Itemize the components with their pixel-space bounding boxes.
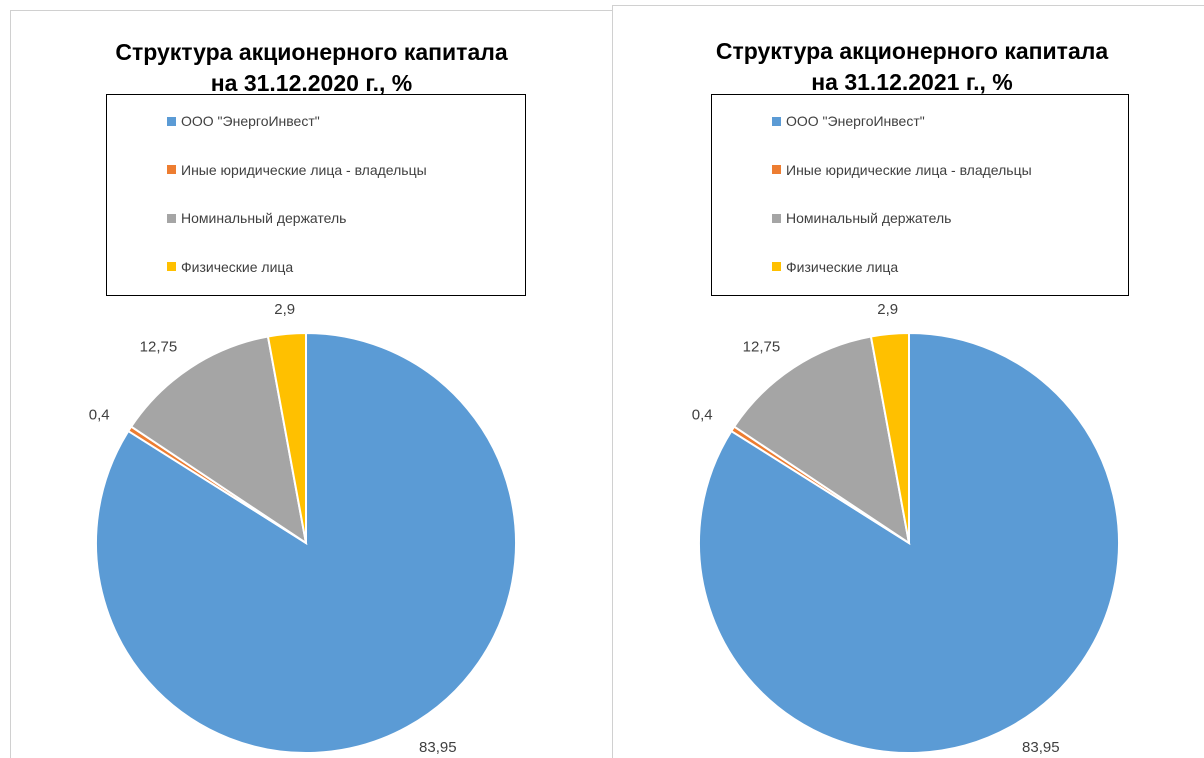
legend-swatch xyxy=(772,165,781,174)
legend: ООО "ЭнергоИнвест" Иные юридические лица … xyxy=(711,94,1129,296)
data-label: 12,75 xyxy=(743,339,781,356)
legend-swatch xyxy=(167,213,176,223)
legend-swatch xyxy=(772,213,781,223)
legend-label: ООО "ЭнергоИнвест" xyxy=(181,113,320,129)
legend-item: Иные юридические лица - владельцы xyxy=(167,162,427,178)
chart-panel: Структура акционерного капитала на 31.12… xyxy=(612,5,1204,758)
legend-label: Иные юридические лица - владельцы xyxy=(181,161,427,178)
legend-label: Физические лица xyxy=(181,258,294,275)
legend-label: Иные юридические лица - владельцы xyxy=(786,161,1032,178)
legend-label: Номинальный держатель xyxy=(786,210,952,226)
pie-slice xyxy=(732,335,911,546)
pie-slice xyxy=(266,331,307,544)
legend-item: Номинальный держатель xyxy=(772,210,951,226)
data-label: 0,4 xyxy=(89,407,110,424)
legend-label: Физические лица xyxy=(786,258,899,275)
data-label: 12,75 xyxy=(140,339,178,356)
legend-swatch xyxy=(772,116,781,126)
chart-title: Структура акционерного капитала на 31.12… xyxy=(115,39,508,96)
pie-slice xyxy=(129,335,308,546)
chart-title: Структура акционерного капитала на 31.12… xyxy=(715,38,1109,95)
legend-label: Номинальный держатель xyxy=(181,210,347,226)
legend-item: Иные юридические лица - владельцы xyxy=(772,162,1032,178)
pie-area: 83,95 0,4 12,75 2,9 xyxy=(89,301,517,756)
legend-item: Номинальный держатель xyxy=(167,210,346,226)
legend-swatch xyxy=(167,262,176,271)
chart-panel: Структура акционерного капитала на 31.12… xyxy=(10,10,613,758)
data-label: 0,4 xyxy=(692,407,713,424)
legend-swatch xyxy=(772,262,781,271)
data-label: 2,9 xyxy=(877,301,898,318)
legend-swatch xyxy=(167,116,176,126)
legend-item: ООО "ЭнергоИнвест" xyxy=(772,113,925,129)
pie-slice xyxy=(869,331,910,544)
data-label: 83,95 xyxy=(1022,739,1060,756)
legend-item: Физические лица xyxy=(167,259,293,275)
pie-area: 83,95 0,4 12,75 2,9 xyxy=(692,301,1120,756)
legend-swatch xyxy=(167,165,176,174)
legend-item: ООО "ЭнергоИнвест" xyxy=(167,113,320,129)
data-label: 83,95 xyxy=(419,739,457,756)
data-label: 2,9 xyxy=(274,301,295,318)
legend: ООО "ЭнергоИнвест" Иные юридические лица … xyxy=(106,94,526,296)
legend-label: ООО "ЭнергоИнвест" xyxy=(786,113,925,129)
legend-item: Физические лица xyxy=(772,259,898,275)
